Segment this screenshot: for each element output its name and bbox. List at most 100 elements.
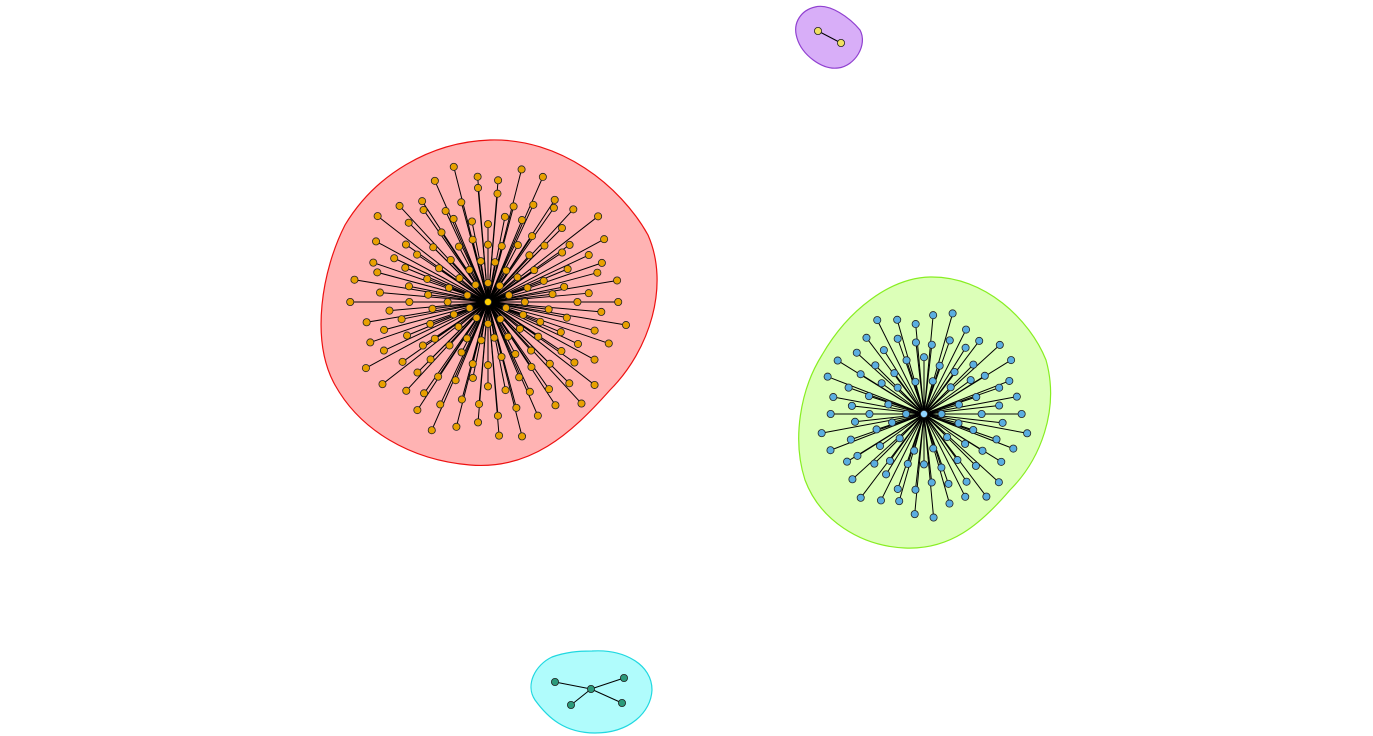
cluster-red-node[interactable] bbox=[527, 346, 536, 355]
cluster-red-node[interactable] bbox=[529, 200, 538, 209]
cluster-green-node[interactable] bbox=[903, 459, 912, 468]
cluster-red-node[interactable] bbox=[419, 205, 428, 214]
cluster-red-node[interactable] bbox=[562, 313, 571, 322]
cluster-green-node[interactable] bbox=[948, 309, 957, 318]
cluster-green-node[interactable] bbox=[902, 409, 911, 418]
cluster-red-node[interactable] bbox=[544, 385, 553, 394]
cluster-green-node[interactable] bbox=[877, 379, 886, 388]
cluster-red-node[interactable] bbox=[590, 326, 599, 335]
cluster-green-node[interactable] bbox=[826, 409, 835, 418]
cluster-green-node[interactable] bbox=[944, 479, 953, 488]
cluster-red-node[interactable] bbox=[494, 176, 503, 185]
cluster-green-node[interactable] bbox=[929, 311, 938, 320]
cluster-green-node[interactable] bbox=[994, 478, 1003, 487]
cluster-green-node[interactable] bbox=[937, 463, 946, 472]
cluster-red-node[interactable] bbox=[452, 422, 461, 431]
cluster-red-node[interactable] bbox=[405, 297, 414, 306]
cluster-green-node[interactable] bbox=[873, 316, 882, 325]
cluster-red-node[interactable] bbox=[402, 386, 411, 395]
cluster-red-node[interactable] bbox=[533, 411, 542, 420]
cluster-green-node[interactable] bbox=[862, 333, 871, 342]
cluster-red-node[interactable] bbox=[401, 240, 410, 249]
cluster-green-node[interactable] bbox=[910, 510, 919, 519]
cluster-red-node[interactable] bbox=[445, 341, 454, 350]
cluster-green-node[interactable] bbox=[872, 425, 881, 434]
cluster-red-node[interactable] bbox=[490, 333, 499, 342]
cluster-green-node[interactable] bbox=[893, 315, 902, 324]
cluster-red-node[interactable] bbox=[491, 258, 500, 267]
cluster-green-node[interactable] bbox=[1017, 409, 1026, 418]
cluster-green-node[interactable] bbox=[865, 409, 874, 418]
cluster-green-node[interactable] bbox=[844, 383, 853, 392]
cluster-green-node[interactable] bbox=[1009, 444, 1018, 453]
cluster-red-node[interactable] bbox=[385, 306, 394, 315]
cluster-cyan-node[interactable] bbox=[620, 674, 629, 683]
cluster-green-node[interactable] bbox=[969, 360, 978, 369]
cluster-purple-hub-node[interactable] bbox=[814, 26, 823, 35]
cluster-red-node[interactable] bbox=[622, 321, 631, 330]
cluster-green-node[interactable] bbox=[969, 426, 978, 435]
cluster-red-node[interactable] bbox=[468, 373, 477, 382]
cluster-cyan-node[interactable] bbox=[551, 678, 560, 687]
cluster-red-node[interactable] bbox=[404, 282, 413, 291]
cluster-red-node[interactable] bbox=[380, 325, 389, 334]
cluster-red-node[interactable] bbox=[426, 355, 435, 364]
cluster-red-node[interactable] bbox=[483, 382, 492, 391]
cluster-red-node[interactable] bbox=[457, 348, 466, 357]
cluster-red-node[interactable] bbox=[366, 338, 375, 347]
cluster-green-node[interactable] bbox=[1005, 376, 1014, 385]
cluster-red-node[interactable] bbox=[403, 331, 412, 340]
cluster-red-node[interactable] bbox=[563, 265, 572, 274]
cluster-green-node[interactable] bbox=[895, 497, 904, 506]
cluster-red-node[interactable] bbox=[548, 290, 557, 299]
cluster-red-node[interactable] bbox=[515, 324, 524, 333]
cluster-green-node[interactable] bbox=[893, 383, 902, 392]
cluster-green-node[interactable] bbox=[962, 477, 971, 486]
cluster-green-node[interactable] bbox=[817, 429, 826, 438]
cluster-green-node[interactable] bbox=[853, 451, 862, 460]
cluster-red-node[interactable] bbox=[390, 254, 399, 263]
cluster-red-node[interactable] bbox=[457, 198, 466, 207]
cluster-red-node[interactable] bbox=[525, 387, 534, 396]
cluster-green-node[interactable] bbox=[893, 484, 902, 493]
cluster-red-node[interactable] bbox=[557, 224, 566, 233]
cluster-red-node[interactable] bbox=[528, 232, 537, 241]
cluster-red-node[interactable] bbox=[597, 258, 606, 267]
cluster-red-node[interactable] bbox=[570, 358, 579, 367]
cluster-red-node[interactable] bbox=[495, 431, 504, 440]
cluster-red-node[interactable] bbox=[551, 401, 560, 410]
cluster-red-node[interactable] bbox=[475, 400, 484, 409]
cluster-red-node[interactable] bbox=[518, 432, 527, 441]
cluster-cyan-node[interactable] bbox=[618, 699, 627, 708]
cluster-green-node[interactable] bbox=[929, 444, 938, 453]
cluster-green-node[interactable] bbox=[950, 367, 959, 376]
cluster-red-node[interactable] bbox=[373, 212, 382, 221]
cluster-red-node[interactable] bbox=[378, 380, 387, 389]
cluster-green-node[interactable] bbox=[826, 446, 835, 455]
cluster-green-node[interactable] bbox=[995, 383, 1004, 392]
cluster-red-node[interactable] bbox=[501, 386, 510, 395]
cluster-red-node[interactable] bbox=[441, 207, 450, 216]
cluster-red-node[interactable] bbox=[536, 317, 545, 326]
cluster-red-node[interactable] bbox=[474, 418, 483, 427]
cluster-red-node[interactable] bbox=[517, 165, 526, 174]
cluster-red-node[interactable] bbox=[346, 297, 355, 306]
cluster-red-node[interactable] bbox=[463, 334, 472, 343]
cluster-green-hub-node[interactable] bbox=[920, 409, 929, 418]
cluster-red-node[interactable] bbox=[418, 197, 427, 206]
cluster-green-node[interactable] bbox=[895, 434, 904, 443]
cluster-green-node[interactable] bbox=[945, 336, 954, 345]
cluster-red-node[interactable] bbox=[369, 258, 378, 267]
cluster-red-node[interactable] bbox=[361, 364, 370, 373]
cluster-red-node[interactable] bbox=[413, 406, 422, 415]
cluster-green-node[interactable] bbox=[846, 435, 855, 444]
cluster-green-node[interactable] bbox=[829, 393, 838, 402]
cluster-red-node[interactable] bbox=[525, 251, 534, 260]
cluster-green-node[interactable] bbox=[847, 401, 856, 410]
cluster-green-node[interactable] bbox=[997, 457, 1006, 466]
cluster-red-node[interactable] bbox=[434, 372, 443, 381]
cluster-red-node[interactable] bbox=[493, 189, 502, 198]
cluster-green-node[interactable] bbox=[998, 418, 1007, 427]
cluster-red-node[interactable] bbox=[379, 346, 388, 355]
cluster-red-node[interactable] bbox=[483, 278, 492, 287]
